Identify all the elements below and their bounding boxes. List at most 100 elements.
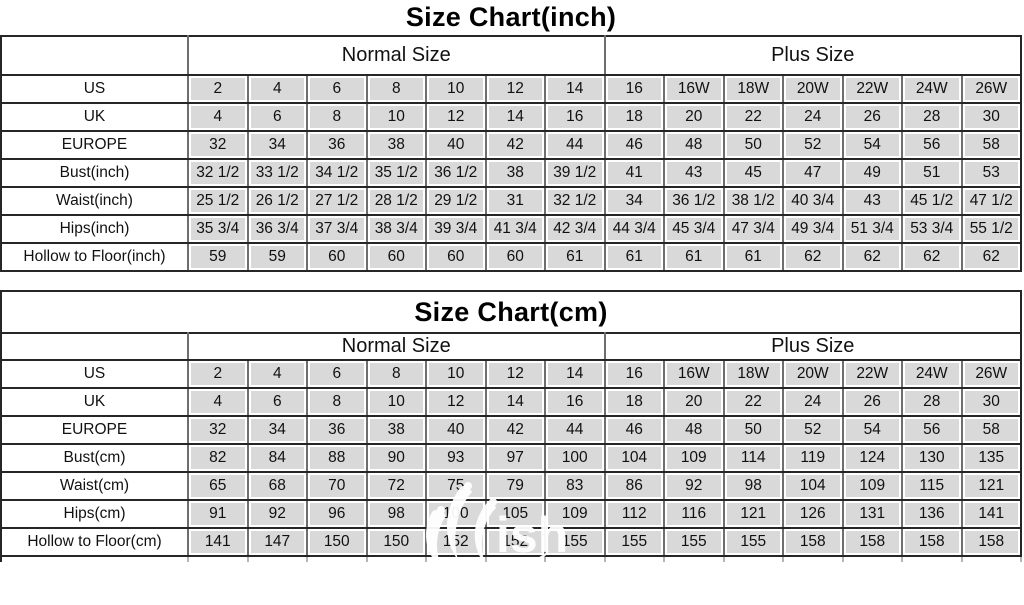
size-cell: 10 — [425, 74, 487, 104]
size-cell: 141 — [960, 499, 1022, 529]
size-cell: 150 — [365, 527, 427, 557]
table-row: Waist(cm) 65 68 70 72 75 79 83 86 92 98 104 109 115 12… — [0, 471, 1022, 501]
cutoff-cell — [187, 556, 249, 562]
size-cell: 61 — [722, 242, 784, 272]
size-cell: 6 — [246, 102, 308, 132]
size-cell: 32 1/2 — [544, 186, 606, 216]
size-cell: 25 1/2 — [187, 186, 249, 216]
size-cell: 155 — [544, 527, 606, 557]
size-cell: 109 — [663, 443, 725, 473]
table-row: Waist(inch) 25 1/2 26 1/2 27 1/2 28 1/2 29 1/… — [0, 186, 1022, 216]
cutoff-cell — [841, 556, 903, 562]
row-label: UK — [0, 102, 189, 132]
size-cell: 28 — [901, 387, 963, 417]
size-cell: 53 3/4 — [901, 214, 963, 244]
size-cell: 48 — [663, 130, 725, 160]
size-cell: 60 — [306, 242, 368, 272]
size-cell: 91 — [187, 499, 249, 529]
size-cell: 38 — [365, 130, 427, 160]
size-cell: 90 — [365, 443, 427, 473]
size-cell: 16 — [544, 387, 606, 417]
size-group-header: Normal Size — [187, 332, 606, 361]
size-cell: 39 3/4 — [425, 214, 487, 244]
size-cell: 104 — [603, 443, 665, 473]
cutoff-cell — [306, 556, 368, 562]
size-cell: 40 3/4 — [782, 186, 844, 216]
size-cell: 32 — [187, 130, 249, 160]
size-cell: 155 — [663, 527, 725, 557]
inch-size-table: Normal Size Plus Size US 2 4 6 8 10 12 14 16 16W 18W… — [0, 35, 1022, 272]
size-chart-inch-title: Size Chart(inch) — [405, 2, 617, 32]
table-row: Bust(cm) 82 84 88 90 93 97 100 104 109 114 119 124 13… — [0, 443, 1022, 473]
size-cell: 45 1/2 — [901, 186, 963, 216]
size-cell: 34 — [246, 415, 308, 445]
cm-section: Size Chart(cm) Normal Size Plus Size US 2 4 6… — [0, 290, 1022, 562]
table-row: UK 4 6 8 10 12 14 16 18 20 22 24 26 28 30 — [0, 387, 1022, 417]
size-cell: 30 — [960, 102, 1022, 132]
size-cell: 36 — [306, 130, 368, 160]
size-cell: 158 — [901, 527, 963, 557]
size-cell: 62 — [782, 242, 844, 272]
table-row: EUROPE 32 34 36 38 40 42 44 46 48 50 52 54 56 58 — [0, 415, 1022, 445]
size-cell: 115 — [901, 471, 963, 501]
size-cell: 92 — [246, 499, 308, 529]
size-chart-cm-title-block: Size Chart(cm) — [0, 292, 1022, 332]
size-cell: 20 — [663, 102, 725, 132]
size-cell: 54 — [841, 415, 903, 445]
size-cell: 98 — [365, 499, 427, 529]
size-cell: 36 1/2 — [663, 186, 725, 216]
size-cell: 119 — [782, 443, 844, 473]
size-cell: 36 — [306, 415, 368, 445]
size-cell: 82 — [187, 443, 249, 473]
size-cell: 22 — [722, 387, 784, 417]
size-cell: 114 — [722, 443, 784, 473]
size-cell: 56 — [901, 130, 963, 160]
size-cell: 75 — [425, 471, 487, 501]
size-cell: 52 — [782, 415, 844, 445]
size-cell: 14 — [484, 387, 546, 417]
size-cell: 44 — [544, 415, 606, 445]
size-cell: 60 — [425, 242, 487, 272]
size-cell: 61 — [544, 242, 606, 272]
size-cell: 24 — [782, 387, 844, 417]
row-label: UK — [0, 387, 189, 417]
size-cell: 47 1/2 — [960, 186, 1022, 216]
size-cell: 16W — [663, 74, 725, 104]
size-cell: 4 — [246, 359, 308, 389]
cutoff-cell — [484, 556, 546, 562]
size-cell: 130 — [901, 443, 963, 473]
size-cell: 141 — [187, 527, 249, 557]
size-cell: 10 — [365, 102, 427, 132]
row-label: Hollow to Floor(inch) — [0, 242, 189, 272]
size-cell: 109 — [841, 471, 903, 501]
size-cell: 88 — [306, 443, 368, 473]
table-row: Hollow to Floor(cm) 141 147 150 150 152 152 155… — [0, 527, 1022, 557]
row-label: US — [0, 74, 189, 104]
size-cell: 38 — [365, 415, 427, 445]
size-cell: 26 — [841, 102, 903, 132]
size-cell: 8 — [365, 74, 427, 104]
size-cell: 58 — [960, 415, 1022, 445]
size-cell: 97 — [484, 443, 546, 473]
size-cell: 24W — [901, 74, 963, 104]
size-cell: 131 — [841, 499, 903, 529]
size-cell: 28 — [901, 102, 963, 132]
size-cell: 70 — [306, 471, 368, 501]
size-cell: 8 — [365, 359, 427, 389]
size-cell: 60 — [365, 242, 427, 272]
size-cell: 2 — [187, 74, 249, 104]
size-cell: 6 — [306, 359, 368, 389]
row-label: US — [0, 359, 189, 389]
size-cell: 86 — [603, 471, 665, 501]
size-group-header: Plus Size — [603, 332, 1022, 361]
size-cell: 10 — [365, 387, 427, 417]
size-cell: 34 — [246, 130, 308, 160]
size-cell: 100 — [425, 499, 487, 529]
size-cell: 26 — [841, 387, 903, 417]
size-cell: 152 — [425, 527, 487, 557]
cutoff-cell — [663, 556, 725, 562]
size-cell: 12 — [425, 387, 487, 417]
size-chart-cm-title: Size Chart(cm) — [414, 296, 608, 327]
size-cell: 104 — [782, 471, 844, 501]
size-cell: 100 — [544, 443, 606, 473]
